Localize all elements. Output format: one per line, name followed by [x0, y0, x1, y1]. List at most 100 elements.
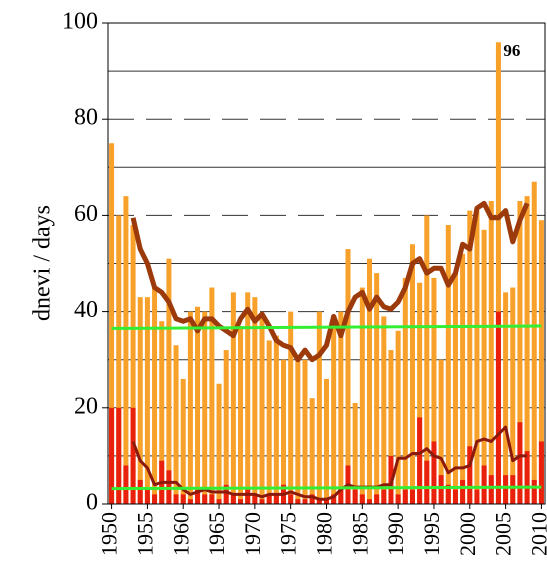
bar — [288, 494, 294, 504]
bar — [374, 273, 380, 504]
x-tick-label: 1975 — [276, 512, 301, 556]
bar — [238, 499, 244, 504]
bar — [302, 499, 308, 504]
bar — [438, 475, 444, 504]
bar — [230, 292, 236, 504]
bar — [273, 335, 279, 504]
x-tick-label: 1990 — [383, 512, 408, 556]
bar — [180, 378, 186, 504]
line — [131, 425, 528, 501]
bar — [202, 311, 208, 504]
y-tick-label: 20 — [74, 393, 98, 419]
bar — [510, 475, 516, 504]
bar — [388, 350, 394, 504]
bar — [266, 340, 272, 504]
bar — [445, 484, 451, 504]
bar — [359, 287, 365, 504]
bar — [180, 494, 186, 504]
bar — [481, 229, 487, 504]
bar — [137, 297, 143, 504]
bar — [187, 499, 193, 504]
bar — [173, 494, 179, 504]
bar — [266, 494, 272, 504]
bar — [295, 499, 301, 504]
bar — [245, 489, 251, 504]
bar — [230, 494, 236, 504]
y-tick-label: 100 — [62, 9, 98, 35]
bar — [538, 441, 544, 504]
bar — [467, 210, 473, 504]
bar — [302, 359, 308, 504]
bar — [395, 330, 401, 504]
bar — [481, 465, 487, 504]
bar — [352, 402, 358, 504]
bar — [323, 499, 330, 504]
bar — [130, 225, 136, 504]
bar — [309, 398, 315, 504]
bar — [295, 359, 301, 504]
bar — [123, 196, 129, 504]
bar — [517, 422, 523, 504]
bar — [273, 494, 279, 504]
x-tick-label: 2010 — [526, 512, 547, 556]
x-tick-label: 1985 — [347, 512, 372, 556]
bar — [531, 181, 537, 505]
bar — [130, 407, 136, 504]
bar — [517, 200, 523, 504]
bar — [245, 292, 251, 504]
bar — [223, 350, 229, 504]
x-tick-label: 2000 — [455, 512, 480, 556]
y-tick-label: 40 — [74, 297, 98, 323]
x-tick-label: 2005 — [491, 512, 516, 556]
bar — [445, 225, 451, 504]
bar — [488, 475, 494, 504]
x-tick-label: 1995 — [419, 512, 444, 556]
bar — [366, 258, 372, 504]
bar — [452, 489, 458, 504]
bar — [202, 494, 208, 504]
bar — [223, 484, 229, 504]
bar — [452, 273, 458, 504]
bar — [123, 465, 129, 504]
bar — [159, 321, 165, 504]
bar — [252, 297, 258, 504]
x-tick-label: 1980 — [312, 512, 337, 556]
bar — [417, 417, 423, 504]
bar — [338, 311, 344, 504]
bar — [531, 479, 537, 504]
bar — [381, 316, 387, 504]
bar — [109, 407, 115, 504]
bar — [431, 441, 437, 504]
bar — [359, 494, 365, 504]
bar — [259, 499, 265, 504]
bar — [338, 489, 344, 504]
bar — [216, 383, 222, 504]
plot-frame — [107, 22, 546, 505]
bar — [409, 244, 415, 504]
bar — [460, 253, 466, 504]
bar — [316, 499, 322, 504]
bar — [152, 287, 158, 504]
bar — [352, 489, 358, 504]
bar — [109, 143, 115, 504]
bar — [116, 407, 122, 504]
bar — [331, 321, 337, 504]
bar — [467, 446, 473, 504]
bar — [417, 282, 423, 504]
bar — [395, 494, 401, 504]
line — [111, 324, 542, 330]
data-label: 96 — [503, 41, 520, 60]
bar — [381, 489, 387, 504]
y-axis-label: dnevi / days — [30, 205, 56, 321]
bar — [195, 489, 201, 504]
y-tick-label: 60 — [74, 201, 98, 227]
bar — [173, 345, 179, 504]
bar — [488, 200, 494, 504]
bar — [474, 489, 480, 504]
bar — [524, 196, 530, 504]
y-tick-label: 80 — [74, 105, 98, 131]
line — [111, 485, 542, 491]
x-tick-label: 1950 — [97, 512, 122, 556]
y-tick-label: 0 — [86, 490, 98, 516]
